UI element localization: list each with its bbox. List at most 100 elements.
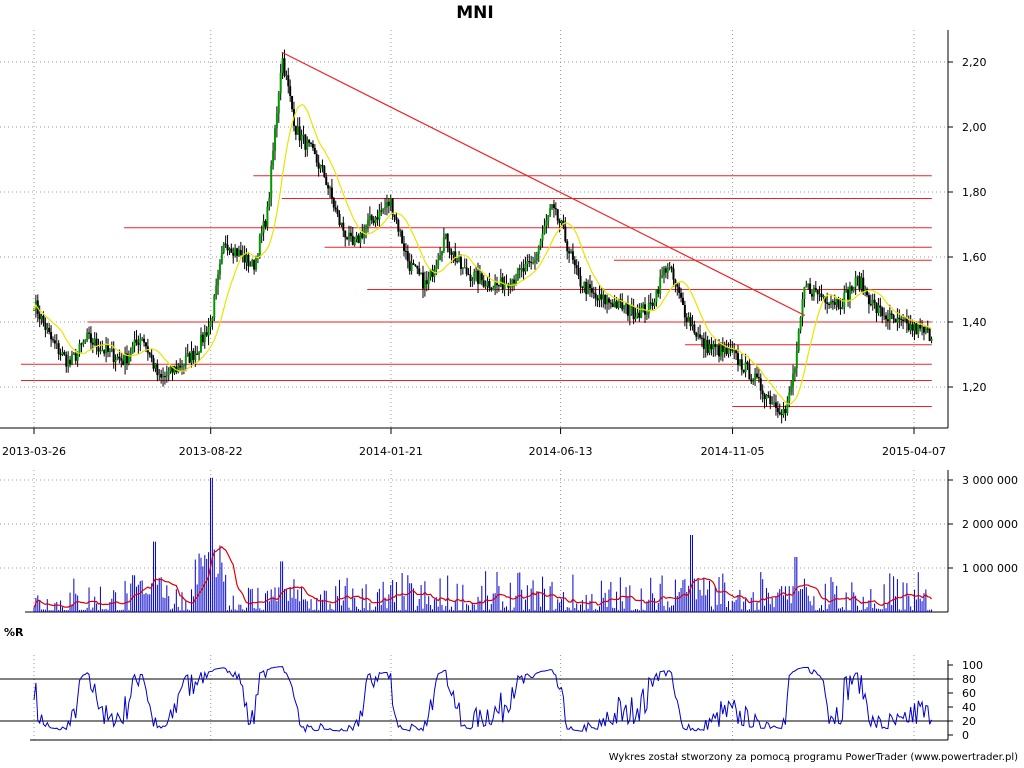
candle-body [769, 396, 772, 404]
candle-body [490, 288, 493, 291]
candle-body [69, 359, 72, 365]
candle-body [926, 328, 929, 330]
candle-body [440, 251, 443, 256]
candle-body [731, 349, 734, 352]
candle-body [718, 345, 721, 357]
candle-body [558, 220, 561, 224]
candle-body [725, 347, 728, 354]
candle-body [793, 368, 796, 374]
price-y-tick-label: 1,80 [962, 186, 987, 199]
candle-body [568, 251, 571, 254]
candle-body [465, 267, 468, 274]
candle-body [380, 210, 383, 212]
candle-body [220, 252, 223, 264]
candle-body [649, 302, 652, 304]
candle-body [332, 198, 335, 208]
volume-y-ticks: 1 000 000 2 000 000 3 000 000 [948, 474, 1018, 575]
candle-body [854, 277, 857, 287]
candle-body [237, 250, 240, 256]
candle-body [503, 283, 506, 290]
candle-body [613, 301, 616, 307]
candle-body [890, 313, 893, 316]
candle-body [691, 324, 694, 327]
candle-body [355, 235, 358, 240]
candle-body [877, 305, 880, 314]
candle-body [839, 307, 842, 310]
candle-body [61, 352, 64, 355]
candle-body [425, 280, 428, 285]
candle-body [50, 332, 53, 340]
candle-body [291, 95, 294, 110]
candle-body [625, 303, 628, 306]
candle-body [40, 315, 43, 320]
candle-body [862, 277, 865, 293]
candle-body [866, 288, 869, 296]
candle-body [672, 268, 675, 280]
candle-body [272, 150, 275, 166]
candle-body [446, 233, 449, 249]
candle-body [163, 376, 166, 378]
candle-body [750, 379, 753, 382]
candle-body [511, 279, 514, 287]
candle-body [611, 303, 614, 307]
candle-body [549, 207, 552, 216]
candle-body [224, 243, 227, 245]
candle-body [450, 252, 453, 255]
candle-body [881, 307, 884, 317]
candle-body [689, 317, 692, 327]
candle-body [735, 350, 738, 354]
candle-body [537, 246, 540, 254]
price-grid [0, 30, 948, 428]
candle-body [384, 207, 387, 209]
candle-body [496, 283, 499, 286]
price-y-ticks: 1,20 1,40 1,60 1,80 2,00 2,20 [948, 56, 987, 394]
candle-body [201, 334, 204, 343]
candle-body [412, 263, 415, 265]
candle-body [888, 313, 891, 322]
candle-body [467, 273, 470, 275]
candle-body [33, 309, 35, 311]
candle-body [471, 279, 474, 281]
candle-body [566, 241, 569, 252]
candle-body [642, 304, 645, 308]
candle-body [270, 165, 273, 198]
candle-body [143, 338, 146, 343]
candle-body [325, 176, 328, 185]
candle-body [509, 286, 512, 288]
candle-body [841, 307, 844, 310]
candle-body [915, 323, 918, 335]
price-x-tick-label: 2014-06-13 [529, 445, 593, 458]
candle-body [53, 340, 56, 344]
candle-body [122, 360, 125, 366]
candle-body [524, 264, 527, 272]
candle-body [782, 408, 785, 416]
candle-body [721, 345, 724, 352]
candle-body [528, 261, 531, 263]
candle-body [230, 248, 233, 253]
candle-body [313, 147, 316, 155]
candle-body [822, 296, 825, 298]
candle-body [249, 265, 252, 267]
candle-body [539, 240, 542, 247]
candle-body [638, 312, 641, 318]
candle-body [167, 371, 170, 376]
candle-body [376, 217, 379, 220]
price-y-tick-label: 1,60 [962, 251, 987, 264]
candle-body [547, 215, 550, 221]
candle-body [296, 126, 299, 135]
candle-body [765, 395, 768, 400]
candle-body [285, 75, 288, 77]
candle-body [395, 217, 398, 221]
candle-body [365, 225, 368, 230]
candle-body [304, 134, 307, 150]
candle-body [211, 317, 214, 322]
candle-body [581, 286, 584, 288]
candle-body [860, 277, 863, 289]
candle-body [469, 274, 472, 281]
candle-body [91, 342, 94, 345]
candle-body [349, 232, 352, 237]
candle-body [260, 232, 263, 236]
candle-body [57, 343, 60, 355]
candle-body [105, 345, 108, 354]
